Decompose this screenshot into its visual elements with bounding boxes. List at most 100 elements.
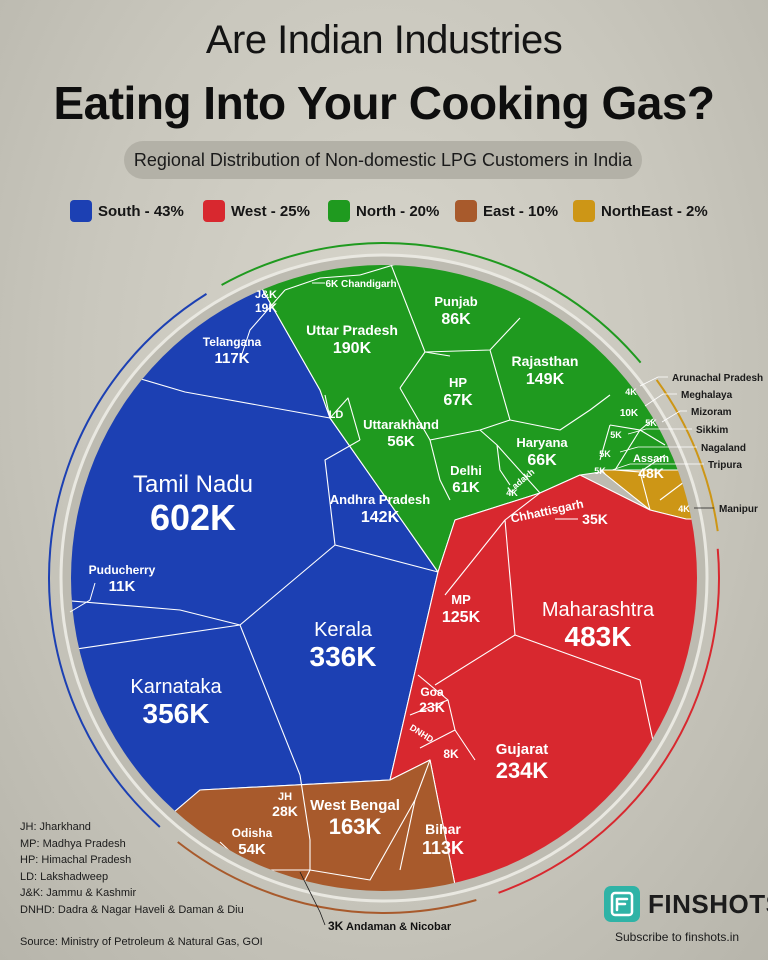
west-arc bbox=[498, 548, 720, 894]
abbreviation-item: LD: Lakshadweep bbox=[20, 870, 109, 883]
east-arc bbox=[177, 841, 477, 914]
cell-border bbox=[424, 351, 451, 357]
cell-border bbox=[309, 759, 431, 881]
state-value-nagaland: 5K bbox=[599, 449, 611, 459]
state-name-goa: Goa bbox=[420, 685, 444, 699]
puducherry-leader bbox=[69, 582, 96, 613]
state-value-mizoram: 5K bbox=[645, 418, 657, 428]
legend: South - 43% West - 25% North - 20% East … bbox=[0, 199, 768, 223]
legend-item-south: South - 43% bbox=[70, 199, 184, 223]
state-name-rajasthan: Rajasthan bbox=[512, 353, 579, 369]
cell-border bbox=[71, 599, 241, 626]
state-value-uttarakhand: 56K bbox=[387, 433, 415, 450]
abbreviation-item: JH: Jharkhand bbox=[20, 821, 91, 833]
callout-manipur: Manipur bbox=[719, 504, 758, 515]
legend-swatch-west bbox=[203, 200, 225, 222]
cell-border bbox=[639, 429, 666, 446]
abbreviation-item: J&K: Jammu & Kashmir bbox=[20, 887, 137, 899]
cell-border bbox=[419, 729, 456, 749]
cell-border bbox=[399, 799, 416, 871]
legend-item-east: East - 10% bbox=[455, 199, 558, 223]
north-arc bbox=[221, 242, 642, 364]
legend-label-northeast: NorthEast - 2% bbox=[601, 202, 708, 220]
state-value-assam: 48K bbox=[638, 465, 664, 481]
state-name-j-k: J&K bbox=[255, 289, 277, 301]
state-value-ladakh: 4K bbox=[506, 488, 518, 498]
abbreviation-item: HP: Himachal Pradesh bbox=[20, 854, 132, 866]
chart-subtitle: Regional Distribution of Non-domestic LP… bbox=[133, 150, 633, 170]
cell-border bbox=[284, 274, 361, 291]
state-value-meghalaya: 10K bbox=[620, 408, 639, 419]
cell-border bbox=[324, 394, 331, 419]
cell-border bbox=[239, 624, 301, 776]
state-name-andaman: Andaman & Nicobar bbox=[346, 921, 452, 933]
cell-border bbox=[509, 394, 611, 431]
state-value-haryana: 66K bbox=[527, 452, 557, 469]
finshots-logo-icon bbox=[604, 886, 640, 922]
state-value-jh: 28K bbox=[272, 803, 298, 819]
legend-swatch-north bbox=[328, 200, 350, 222]
state-value-west-bengal: 163K bbox=[329, 814, 382, 839]
state-value-rajasthan: 149K bbox=[526, 371, 565, 388]
cell-border bbox=[496, 444, 511, 486]
legend-label-west: West - 25% bbox=[231, 202, 310, 220]
state-value-uttar-pradesh: 190K bbox=[333, 340, 372, 357]
south-arc bbox=[48, 293, 208, 828]
callout-leader bbox=[639, 376, 668, 387]
state-name-delhi: Delhi bbox=[450, 463, 482, 478]
state-name-bihar: Bihar bbox=[425, 821, 461, 837]
state-value-chhattisgarh: 35K bbox=[582, 511, 608, 527]
state-name-uttar-pradesh: Uttar Pradesh bbox=[306, 322, 398, 338]
state-value-hp: 67K bbox=[443, 392, 473, 409]
state-name-uttarakhand: Uttarakhand bbox=[363, 417, 439, 432]
cell-border bbox=[71, 544, 439, 651]
state-name-andhra-pradesh: Andhra Pradesh bbox=[330, 492, 430, 507]
andaman-leader bbox=[299, 871, 326, 926]
state-name-telangana: Telangana bbox=[203, 335, 262, 349]
abbreviation-list: JH: Jharkhand MP: Madhya Pradesh HP: Him… bbox=[20, 819, 244, 918]
state-value-delhi: 61K bbox=[452, 479, 480, 496]
callout-leader bbox=[644, 393, 677, 407]
state-value-mp: 125K bbox=[442, 609, 481, 626]
title-line-1: Are Indian Industries bbox=[205, 18, 563, 62]
state-chandigarh: 6K Chandigarh bbox=[325, 279, 396, 290]
state-name-mp: MP bbox=[451, 592, 471, 607]
cell-border bbox=[599, 424, 611, 461]
abbreviation-item: DNHD: Dadra & Nagar Haveli & Daman & Diu bbox=[20, 903, 244, 916]
state-name-kerala: Kerala bbox=[314, 619, 373, 641]
legend-label-south: South - 43% bbox=[98, 202, 184, 220]
cell-border bbox=[429, 439, 451, 501]
state-value-manipur: 4K bbox=[678, 504, 690, 514]
state-value-maharashtra: 483K bbox=[565, 621, 632, 652]
state-value-tamil-nadu: 602K bbox=[150, 497, 236, 538]
legend-swatch-northeast bbox=[573, 200, 595, 222]
state-value-arunachal: 4K bbox=[625, 387, 637, 397]
callout-tripura: Tripura bbox=[708, 460, 742, 471]
subtitle-pill bbox=[124, 141, 642, 179]
state-name-hp: HP bbox=[449, 375, 467, 390]
legend-swatch-south bbox=[70, 200, 92, 222]
cell-border bbox=[324, 439, 361, 546]
cell-border bbox=[514, 634, 656, 751]
state-name-jh: JH bbox=[278, 791, 292, 803]
state-name-punjab: Punjab bbox=[434, 294, 477, 309]
state-value-kerala: 336K bbox=[310, 641, 377, 672]
callout-sikkim: Sikkim bbox=[696, 425, 728, 436]
legend-label-north: North - 20% bbox=[356, 202, 440, 220]
callout-leader bbox=[627, 428, 692, 435]
callout-leader bbox=[611, 463, 704, 471]
state-value-goa: 23K bbox=[419, 699, 445, 715]
state-name-haryana: Haryana bbox=[516, 435, 568, 450]
cell-border bbox=[239, 289, 286, 361]
legend-item-west: West - 25% bbox=[203, 199, 310, 223]
legend-item-north: North - 20% bbox=[328, 199, 439, 223]
cell-border bbox=[329, 397, 361, 441]
state-value-bihar: 113K bbox=[422, 838, 464, 858]
callout-mizoram: Mizoram bbox=[691, 407, 732, 418]
state-value-dnhd: 8K bbox=[443, 747, 459, 761]
state-value-telangana: 117K bbox=[214, 350, 249, 367]
callout-leader bbox=[661, 410, 687, 423]
title-line-2: Eating Into Your Cooking Gas? bbox=[53, 77, 715, 129]
